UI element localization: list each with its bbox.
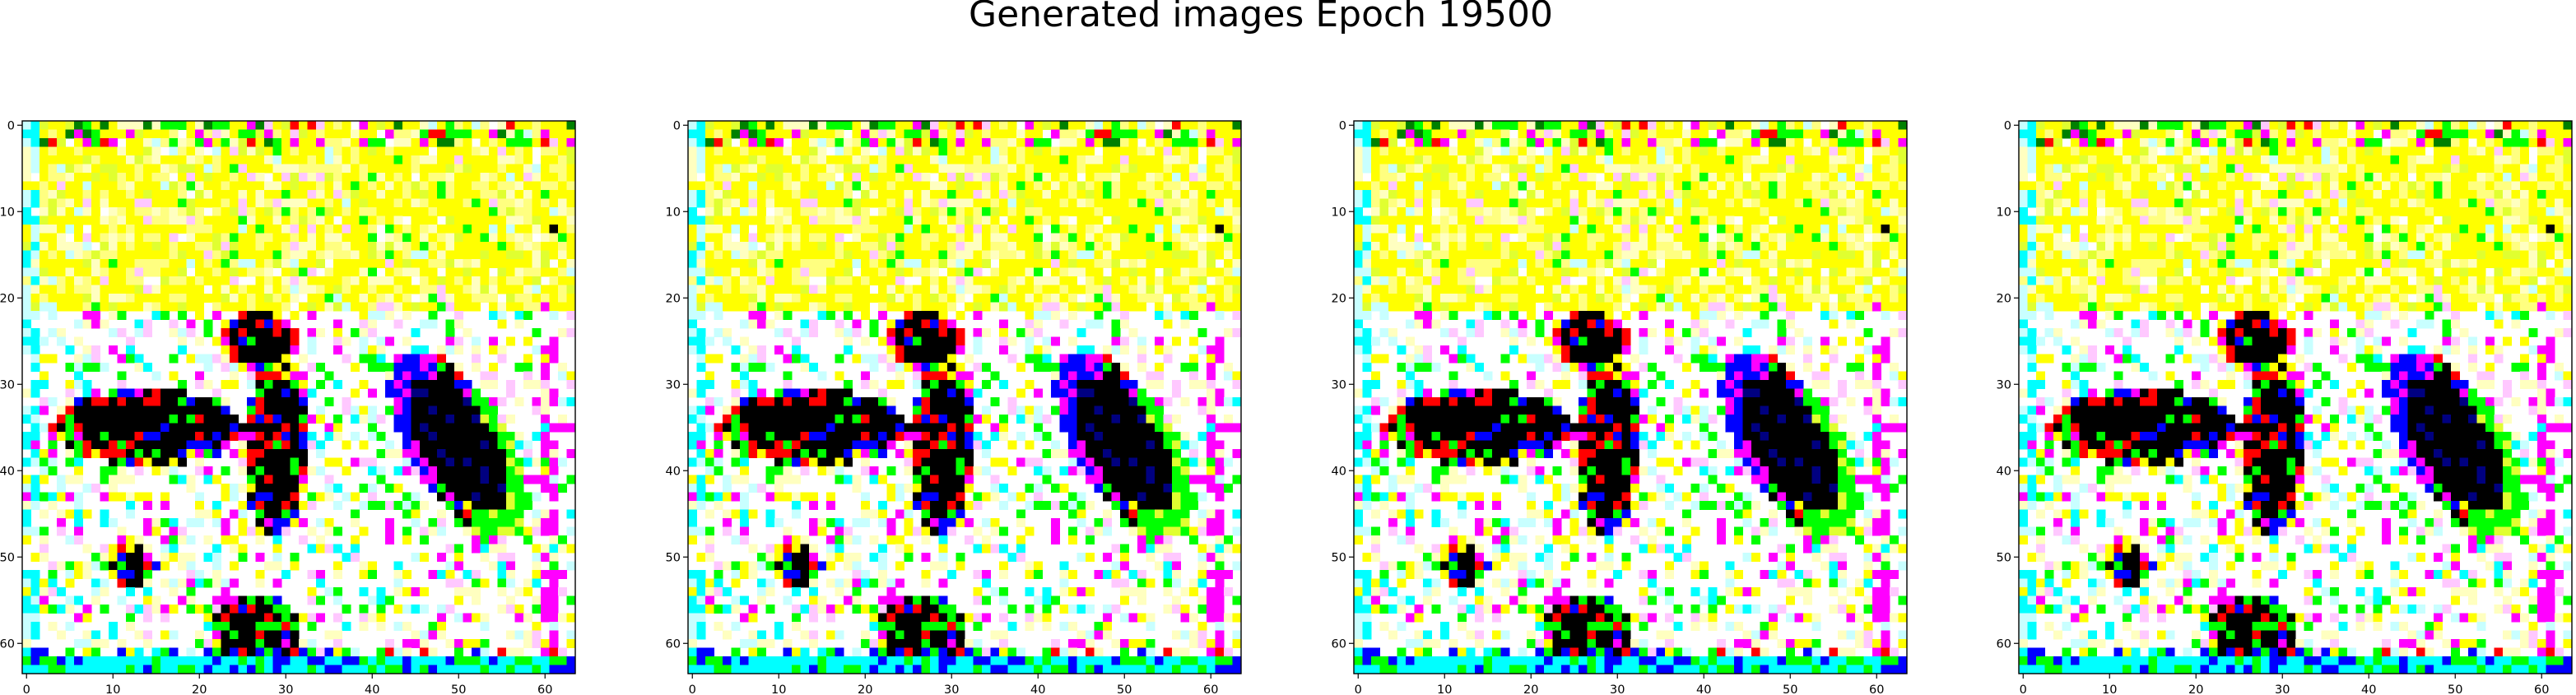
x-tick-label: 50: [1117, 683, 1132, 695]
x-tick-label: 0: [2020, 683, 2027, 695]
y-tick-label: 20: [1332, 292, 1346, 305]
y-tick-label: 40: [666, 465, 681, 478]
x-tick-label: 10: [771, 683, 786, 695]
y-tick-label: 20: [0, 292, 15, 305]
y-tick-label: 10: [1332, 206, 1346, 219]
x-tick-label: 50: [2448, 683, 2462, 695]
y-tick-label: 40: [0, 465, 15, 478]
x-tick-label: 20: [1523, 683, 1538, 695]
y-tick-label: 60: [1997, 637, 2011, 651]
subplot-3: 0 10 20 30 40 50 60 0 10 20 30 40 50 60: [1332, 119, 1908, 695]
y-tick-label: 20: [666, 292, 681, 305]
y-tick-label: 20: [1997, 292, 2011, 305]
y-tick-label: 30: [0, 378, 15, 392]
x-tick-label: 40: [365, 683, 379, 695]
y-tick-label: 30: [666, 378, 681, 392]
y-tick-label: 40: [1997, 465, 2011, 478]
y-tick-label: 0: [673, 119, 681, 132]
x-tick-label: 0: [1355, 683, 1362, 695]
x-tick-label: 0: [689, 683, 696, 695]
x-tick-label: 30: [2275, 683, 2290, 695]
x-tick-label: 40: [1030, 683, 1045, 695]
x-tick-label: 0: [23, 683, 30, 695]
y-tick-label: 30: [1332, 378, 1346, 392]
x-tick-label: 10: [105, 683, 120, 695]
generated-image: [1354, 121, 1907, 674]
x-tick-label: 60: [1869, 683, 1884, 695]
generated-image: [22, 121, 575, 674]
x-tick-label: 60: [2534, 683, 2549, 695]
subplot-4: 0 10 20 30 40 50 60 0 10 20 30 40 50 60: [1997, 119, 2573, 695]
x-tick-label: 50: [451, 683, 466, 695]
x-tick-label: 10: [2102, 683, 2117, 695]
x-tick-label: 10: [1437, 683, 1452, 695]
x-tick-label: 50: [1783, 683, 1797, 695]
x-tick-label: 30: [278, 683, 293, 695]
x-tick-label: 30: [1610, 683, 1625, 695]
x-tick-label: 40: [2361, 683, 2376, 695]
y-tick-label: 40: [1332, 465, 1346, 478]
x-tick-label: 60: [1203, 683, 1218, 695]
y-tick-label: 50: [1997, 551, 2011, 564]
generated-image: [2019, 121, 2572, 674]
y-tick-label: 30: [1997, 378, 2011, 392]
y-tick-label: 0: [7, 119, 15, 132]
y-tick-label: 10: [1997, 206, 2011, 219]
y-tick-label: 50: [0, 551, 15, 564]
generated-image: [688, 121, 1241, 674]
subplot-2: 0 10 20 30 40 50 60 0 10 20 30 40 50 60: [666, 119, 1242, 695]
x-tick-label: 20: [858, 683, 872, 695]
y-tick-label: 60: [1332, 637, 1346, 651]
y-tick-label: 60: [0, 637, 15, 651]
y-tick-label: 60: [666, 637, 681, 651]
subplot-1: 0 10 20 30 40 50 60 0 10 20 30 40 50 60: [0, 119, 575, 695]
y-tick-label: 0: [2004, 119, 2011, 132]
y-tick-label: 0: [1339, 119, 1346, 132]
x-tick-label: 20: [2188, 683, 2203, 695]
y-tick-label: 50: [1332, 551, 1346, 564]
y-tick-label: 10: [666, 206, 681, 219]
figure-title: Generated images Epoch 19500: [969, 0, 1553, 35]
x-tick-label: 30: [944, 683, 959, 695]
x-tick-label: 20: [192, 683, 207, 695]
x-tick-label: 60: [537, 683, 552, 695]
x-tick-label: 40: [1696, 683, 1711, 695]
y-tick-label: 10: [0, 206, 15, 219]
y-tick-label: 50: [666, 551, 681, 564]
